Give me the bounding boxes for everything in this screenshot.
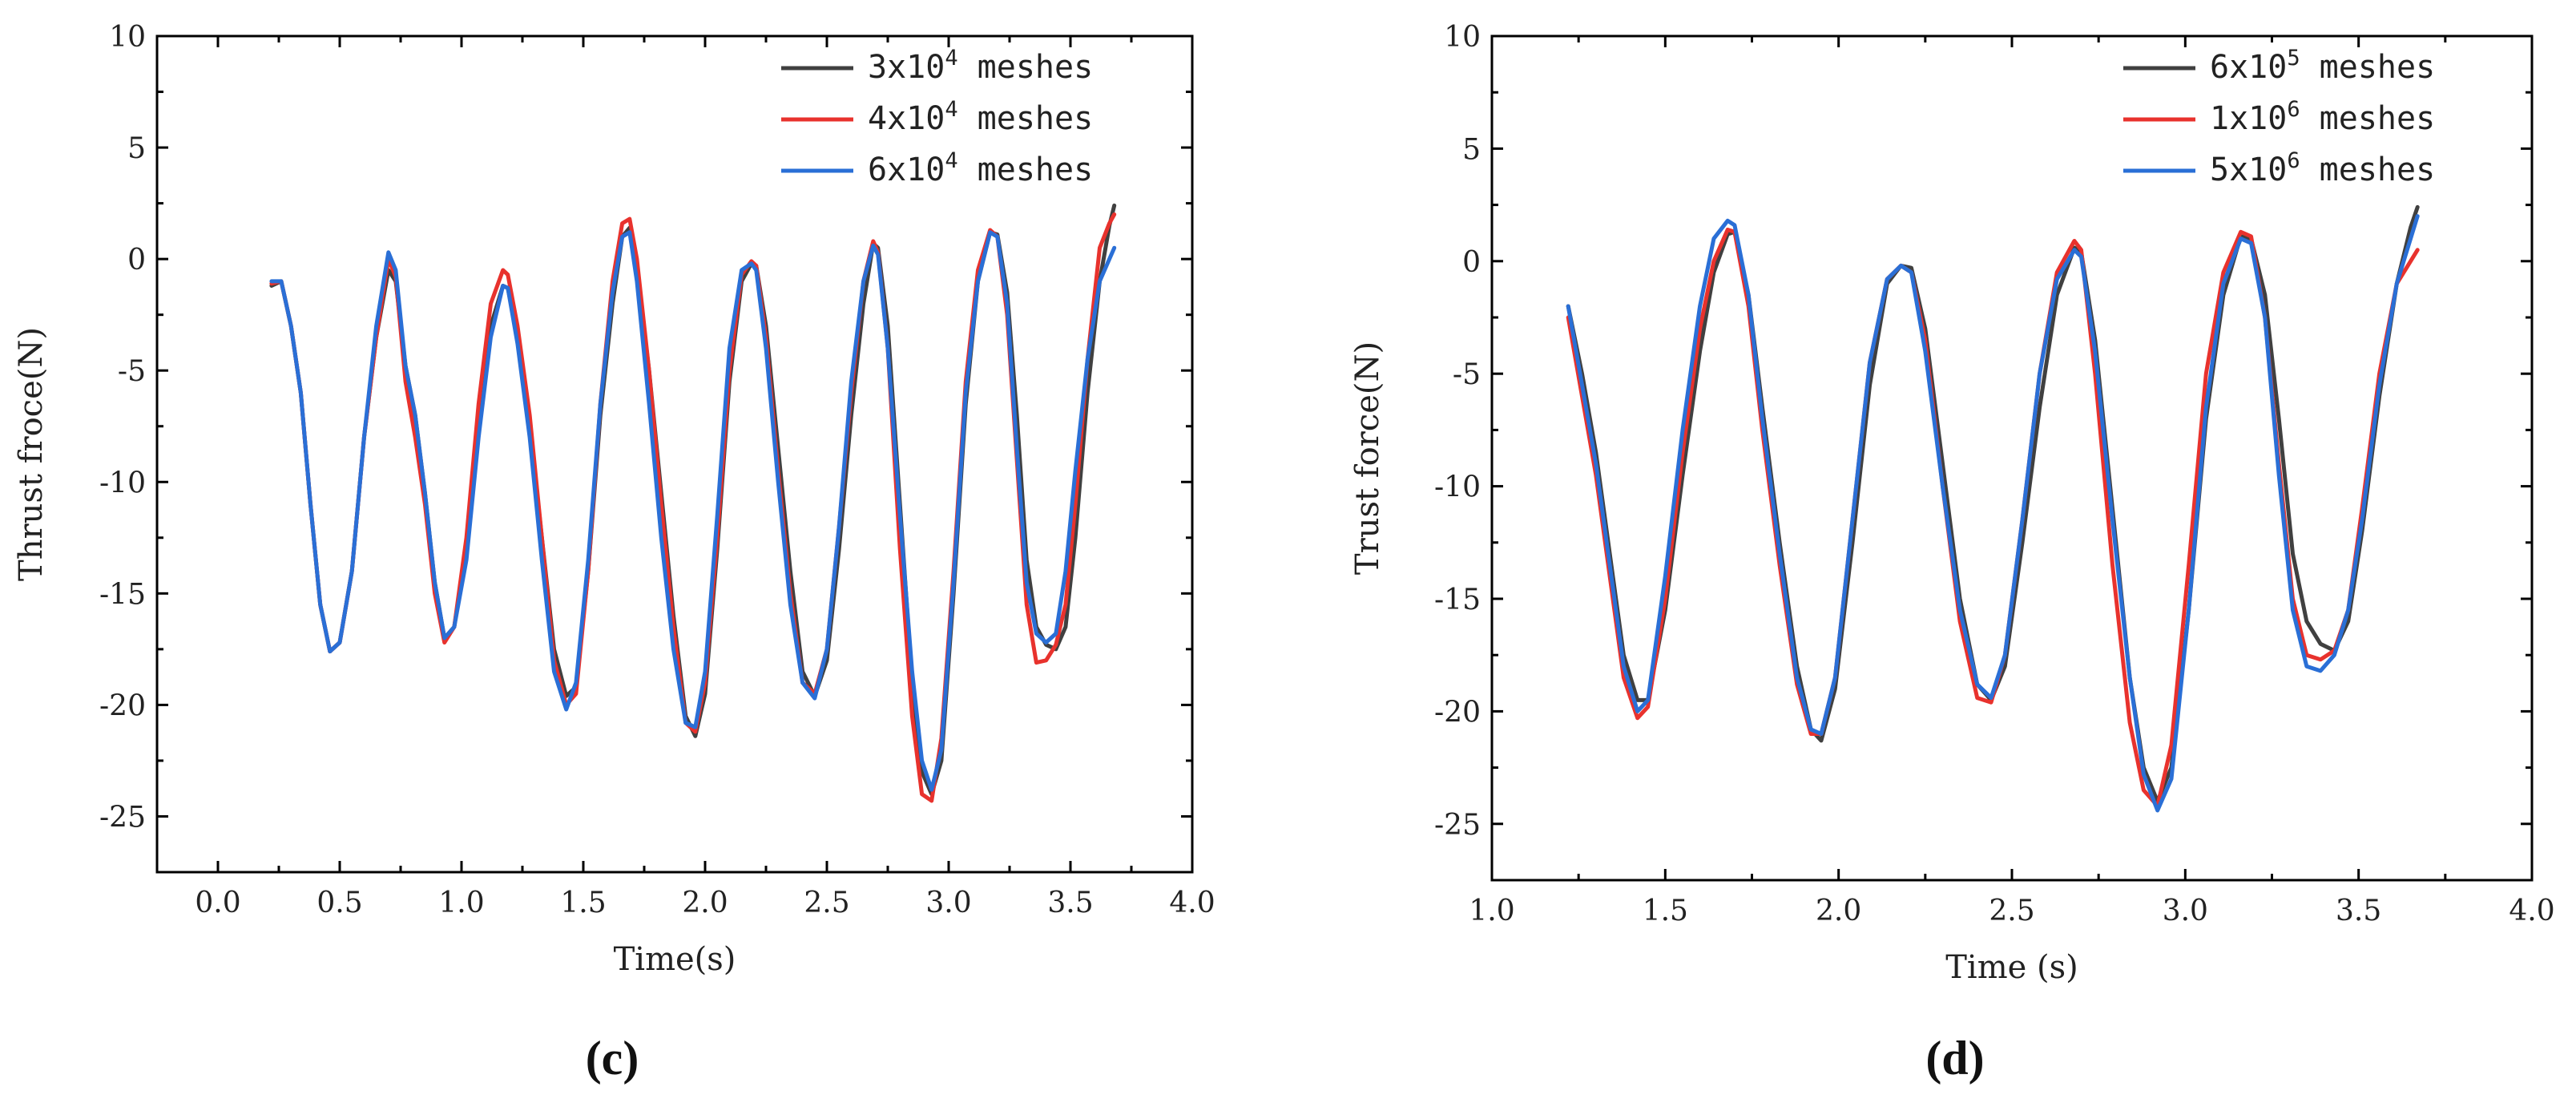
plot-area-frame [155,34,1194,874]
legend-exponent: 4 [945,148,957,173]
x-tick-label: 2.5 [1989,895,2034,927]
legend-exponent: 5 [2287,46,2300,71]
y-axis-title: Trust force(N) [1349,341,1386,575]
x-tick-label: 0.0 [195,887,240,919]
legend-exponent: 4 [945,97,957,122]
y-tick-label: 5 [127,132,146,165]
legend-base: 5x10 [2210,152,2287,188]
panel-label: (d) [1925,1032,1984,1085]
y-tick-label: -5 [1453,358,1481,391]
legend-suffix: meshes [2300,152,2436,188]
legend-exponent: 4 [945,46,957,71]
legend-entry: 6x104 meshes [868,148,1093,188]
legend-exponent: 6 [2287,148,2300,173]
y-tick-label: 0 [127,244,146,277]
legend-entry: 5x106 meshes [2210,148,2435,188]
y-tick-label: 0 [1462,246,1481,279]
x-tick-label: 1.0 [438,887,484,919]
series-line-5e6 [1566,214,2420,813]
y-tick-label: -15 [1434,584,1481,616]
chart-panel-d: 1.0 1.5 2.0 2.5 3.0 3.5 4.0 -25 -20 -15 -10 -5 0 5 10 T… [1349,21,2555,1085]
y-tick-label: -25 [99,801,146,834]
legend-base: 6x10 [868,152,945,188]
chart-panel-c: 0.0 0.5 1.0 1.5 2.0 2.5 3.0 3.5 4.0 -25 -20 -15 -10 -… [13,21,1215,1085]
y-tick-label: -5 [118,355,146,388]
x-axis-title: Time (s) [1945,949,2078,986]
x-tick-label: 4.0 [1169,887,1215,919]
legend-suffix: meshes [958,100,1094,137]
y-tick-label: 10 [1444,21,1481,54]
panel-label: (c) [586,1032,639,1085]
y-tick-label: 10 [109,21,146,54]
legend-entry: 1x106 meshes [2210,97,2435,137]
legend-suffix: meshes [958,49,1094,86]
series-line-6e5 [1566,204,2420,804]
y-tick-label: -20 [1434,696,1481,729]
legend-entry: 4x104 meshes [868,97,1093,137]
x-tick-label: 1.5 [560,887,606,919]
legend-exponent: 6 [2287,97,2300,122]
legend-entry: 3x104 meshes [868,46,1093,86]
y-tick-label: -20 [99,689,146,722]
legend-suffix: meshes [2300,49,2436,86]
x-tick-label: 3.5 [2336,895,2381,927]
y-tick-label: -25 [1434,809,1481,842]
x-axis-title: Time(s) [614,941,736,978]
legend-suffix: meshes [2300,100,2436,137]
y-tick-label: -10 [1434,471,1481,504]
legend-base: 4x10 [868,100,945,137]
legend-base: 6x10 [2210,49,2287,86]
x-tick-label: 4.0 [2509,895,2554,927]
legend-suffix: meshes [958,152,1094,188]
y-tick-label: -15 [99,578,146,611]
legend-base: 3x10 [868,49,945,86]
series-line-6e4 [269,230,1117,792]
legend-entry: 6x105 meshes [2210,46,2435,86]
x-tick-label: 1.5 [1643,895,1688,927]
x-tick-label: 2.0 [682,887,728,919]
x-tick-label: 0.5 [316,887,362,919]
x-tick-label: 2.5 [804,887,849,919]
y-tick-label: -10 [99,467,146,499]
x-tick-label: 3.0 [925,887,971,919]
x-tick-label: 2.0 [1816,895,1861,927]
y-axis-title: Thrust froce(N) [13,327,50,581]
x-tick-label: 3.5 [1047,887,1093,919]
y-tick-label: 5 [1462,133,1481,166]
x-tick-label: 3.0 [2163,895,2208,927]
legend-base: 1x10 [2210,100,2287,137]
x-tick-label: 1.0 [1469,895,1514,927]
